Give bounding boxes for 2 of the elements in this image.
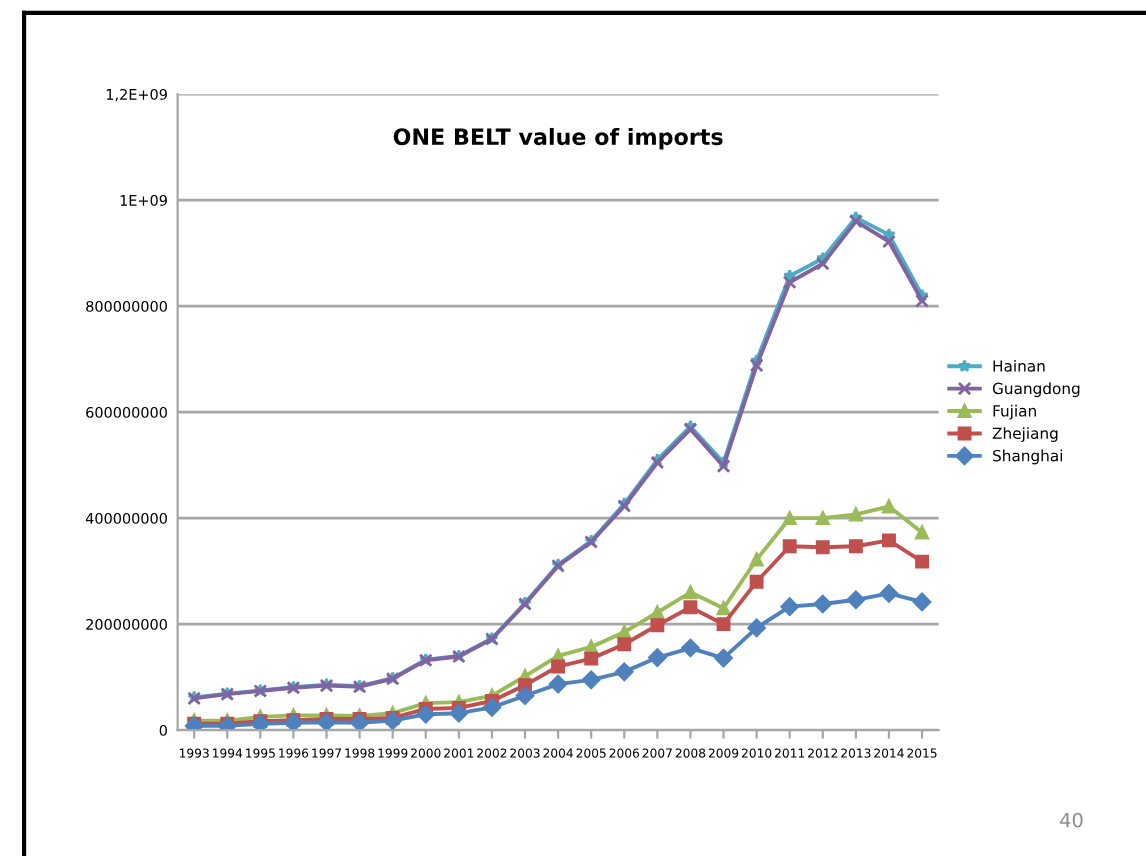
text: ONE BELT value of imports [393, 127, 723, 150]
text: 40 [1060, 812, 1083, 828]
